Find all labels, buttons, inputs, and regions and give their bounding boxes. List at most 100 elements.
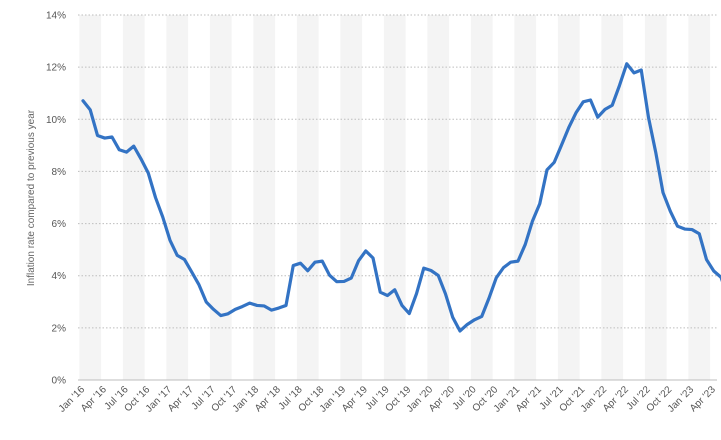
data-point <box>117 148 121 152</box>
data-point <box>429 269 433 273</box>
y-tick-label: 2% <box>52 323 67 334</box>
background-band <box>383 15 406 380</box>
background-band <box>253 15 276 380</box>
data-point <box>458 329 462 333</box>
data-point <box>299 261 303 265</box>
data-point <box>349 276 353 280</box>
data-point <box>277 306 281 310</box>
data-point <box>610 103 614 107</box>
data-point <box>567 126 571 130</box>
data-point <box>581 100 585 104</box>
data-point <box>146 171 150 175</box>
background-band <box>601 15 624 380</box>
data-point <box>400 303 404 307</box>
data-point <box>516 259 520 263</box>
data-point <box>407 312 411 316</box>
background-band <box>79 15 102 380</box>
data-point <box>712 269 716 273</box>
data-point <box>88 108 92 112</box>
background-band <box>470 15 493 380</box>
data-point <box>654 150 658 154</box>
data-point <box>632 71 636 75</box>
data-point <box>502 266 506 270</box>
data-point <box>175 253 179 257</box>
data-point <box>219 314 223 318</box>
data-point <box>233 307 237 311</box>
data-point <box>154 196 158 200</box>
data-point <box>313 260 317 264</box>
background-band <box>644 15 667 380</box>
data-point <box>668 209 672 213</box>
data-point <box>291 264 295 268</box>
data-point <box>690 228 694 232</box>
background-band <box>122 15 145 380</box>
data-point <box>393 288 397 292</box>
data-point <box>342 279 346 283</box>
data-point <box>284 303 288 307</box>
y-tick-label: 8% <box>52 167 67 178</box>
data-point <box>386 294 390 298</box>
gridlines <box>78 14 717 381</box>
y-axis-tick-labels: 0% 2% 4% 6% 8% 10% 12% 14% <box>46 11 66 387</box>
data-point <box>328 273 332 277</box>
data-point <box>81 99 85 103</box>
data-point <box>190 270 194 274</box>
data-point <box>110 135 114 139</box>
data-point <box>226 312 230 316</box>
data-point <box>241 304 245 308</box>
background-band <box>427 15 450 380</box>
background-band <box>296 15 319 380</box>
data-point <box>589 98 593 102</box>
y-axis-title: Inflation rate compared to previous year <box>26 109 37 286</box>
y-tick-label: 6% <box>52 219 67 230</box>
data-point <box>531 219 535 223</box>
data-point <box>183 258 187 262</box>
data-point <box>335 280 339 284</box>
data-point <box>371 256 375 260</box>
data-point <box>436 273 440 277</box>
data-point <box>596 115 600 119</box>
inflation-series-line <box>81 62 721 333</box>
data-point <box>538 202 542 206</box>
data-point <box>197 283 201 287</box>
background-band <box>209 15 232 380</box>
data-point <box>262 304 266 308</box>
data-point <box>204 300 208 304</box>
data-point <box>676 224 680 228</box>
data-point <box>494 276 498 280</box>
data-point <box>415 292 419 296</box>
background-band <box>514 15 537 380</box>
data-point <box>625 62 629 66</box>
data-point <box>168 238 172 242</box>
data-point <box>248 301 252 305</box>
background-band <box>557 15 580 380</box>
data-point <box>378 290 382 294</box>
y-tick-label: 4% <box>52 271 67 282</box>
background-band <box>340 15 363 380</box>
data-point <box>103 136 107 140</box>
data-point <box>139 157 143 161</box>
y-tick-label: 14% <box>46 11 66 22</box>
data-point <box>320 259 324 263</box>
data-point <box>444 292 448 296</box>
data-point <box>552 160 556 164</box>
data-point <box>480 314 484 318</box>
data-point <box>560 143 564 147</box>
data-point <box>212 307 216 311</box>
data-point <box>618 83 622 87</box>
data-point <box>161 215 165 219</box>
data-point <box>523 242 527 246</box>
y-tick-label: 0% <box>52 376 67 387</box>
data-point <box>487 296 491 300</box>
data-point <box>683 227 687 231</box>
y-tick-label: 12% <box>46 63 66 74</box>
data-point <box>545 168 549 172</box>
alternating-background-bands <box>79 15 711 380</box>
data-point <box>639 68 643 72</box>
data-point <box>451 315 455 319</box>
background-band <box>166 15 189 380</box>
y-tick-label: 10% <box>46 115 66 126</box>
data-point <box>270 308 274 312</box>
